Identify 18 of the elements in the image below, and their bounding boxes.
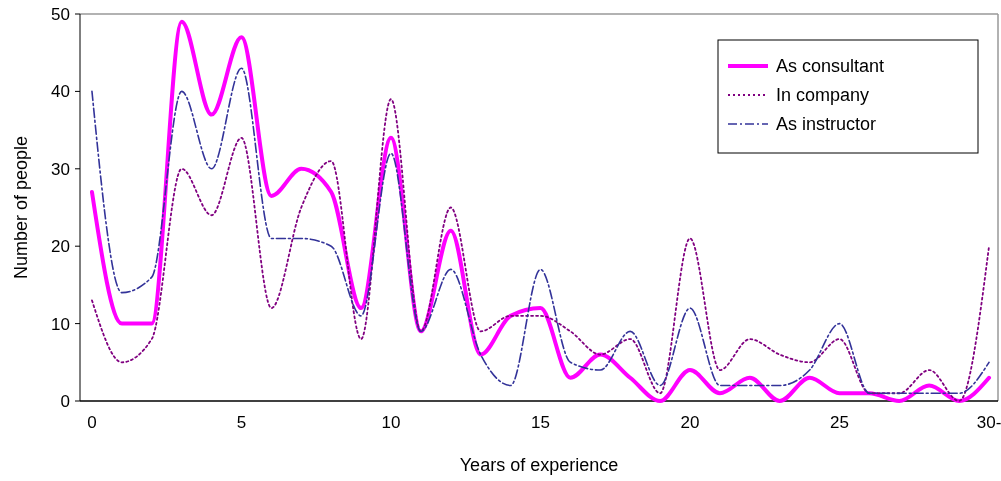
x-tick-label: 0 [87, 413, 97, 432]
legend-label: As instructor [776, 114, 877, 135]
x-tick-label: 5 [236, 413, 247, 432]
y-tick-label: 30 [51, 159, 70, 179]
y-tick-label: 20 [51, 237, 70, 257]
y-axis-title: Number of people [11, 135, 31, 280]
x-tick-label: 15 [531, 413, 550, 432]
y-tick-label: 0 [60, 391, 70, 411]
y-tick-label: 10 [51, 314, 70, 334]
legend-label: As consultant [776, 56, 885, 77]
y-tick-label: 50 [51, 4, 70, 24]
legend-label: In company [776, 85, 870, 106]
x-tick-label: 25 [830, 413, 849, 432]
y-tick-label: 40 [51, 82, 70, 102]
x-tick-label: 30- [976, 413, 1001, 432]
x-tick-label: 10 [381, 413, 401, 432]
x-axis-title: Years of experience [459, 455, 619, 475]
x-tick-label: 20 [680, 413, 700, 432]
